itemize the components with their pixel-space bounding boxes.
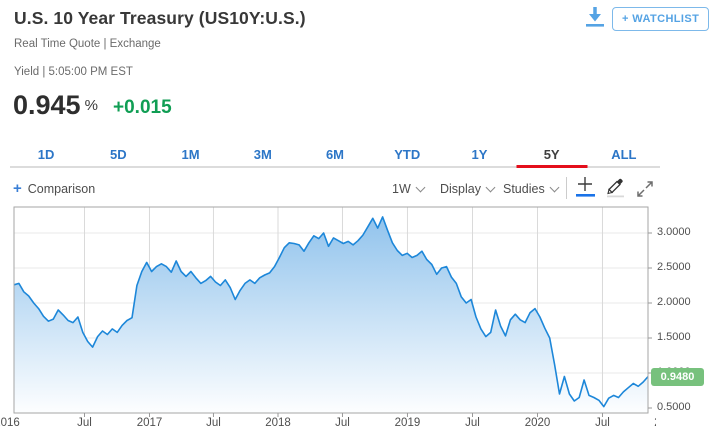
chevron-down-icon xyxy=(415,182,426,193)
x-axis-label: Jul xyxy=(335,417,350,429)
x-axis-label: 2017 xyxy=(136,417,163,429)
x-axis-label: Jul xyxy=(595,417,610,429)
yield-unit: % xyxy=(84,97,98,114)
pencil-icon xyxy=(604,178,627,202)
crosshair-tool-button[interactable] xyxy=(573,174,597,202)
time-range-tabs: 1D 5D 1M 3M 6M YTD 1Y 5Y ALL xyxy=(10,146,660,168)
interval-dropdown[interactable]: 1W xyxy=(392,180,426,198)
add-comparison-button[interactable]: + Comparison xyxy=(13,180,95,198)
plus-icon: + xyxy=(13,180,22,197)
display-label: Display xyxy=(440,182,481,196)
comparison-label: Comparison xyxy=(27,182,96,196)
last-price-badge: 0.9480 xyxy=(651,367,704,386)
fullscreen-button[interactable] xyxy=(633,176,657,204)
tab-3m[interactable]: 3M xyxy=(253,147,272,162)
tab-5d[interactable]: 5D xyxy=(110,147,127,162)
expand-arrows-icon xyxy=(634,180,656,203)
tab-1y[interactable]: 1Y xyxy=(471,147,488,162)
y-axis-label: 3.0000 xyxy=(657,225,691,238)
yield-number: 0.945 xyxy=(13,90,81,120)
interval-label: 1W xyxy=(392,182,411,196)
quote-source-label: Real Time Quote | Exchange xyxy=(14,38,161,50)
add-watchlist-button[interactable]: + WATCHLIST xyxy=(612,7,710,31)
download-button[interactable] xyxy=(582,5,608,33)
chart-area: 2016Jul2017Jul2018Jul2019Jul2020Jul2021 … xyxy=(0,205,710,446)
x-axis-label: 2020 xyxy=(524,417,551,429)
tab-1d[interactable]: 1D xyxy=(37,147,55,162)
y-axis-label: 2.0000 xyxy=(657,295,691,308)
display-dropdown[interactable]: Display xyxy=(440,180,496,198)
draw-tool-button[interactable] xyxy=(603,174,627,202)
chart-toolbar: + Comparison 1W Display Studies xyxy=(0,176,710,204)
y-axis-label: 0.5000 xyxy=(657,401,691,413)
price-chart[interactable] xyxy=(0,205,710,446)
toolbar-divider xyxy=(566,177,567,199)
x-axis-label: Jul xyxy=(206,417,221,429)
x-axis: 2016 Jul 2017 Jul 2018 Jul 2019 Jul 2020 Jul 2021 xyxy=(0,411,656,435)
crosshair-icon xyxy=(574,177,597,202)
download-icon xyxy=(583,7,607,34)
x-axis-label: 2018 xyxy=(265,417,291,429)
x-axis-label: Jul xyxy=(77,417,92,429)
studies-label: Studies xyxy=(503,182,545,196)
tab-5y[interactable]: 5Y xyxy=(516,146,588,166)
page-title: U.S. 10 Year Treasury (US10Y:U.S.) xyxy=(14,8,306,28)
y-axis-label: 2.5000 xyxy=(657,260,691,273)
chevron-down-icon xyxy=(485,182,496,193)
yield-value: 0.945% xyxy=(13,90,98,121)
tab-ytd[interactable]: YTD xyxy=(394,147,421,162)
y-axis-label: 1.5000 xyxy=(657,331,691,343)
quote-time-label: Yield | 5:05:00 PM EST xyxy=(14,66,133,78)
x-axis-label: 2021 xyxy=(654,417,656,429)
x-axis-label: 2019 xyxy=(394,417,421,429)
chevron-down-icon xyxy=(549,182,560,193)
tab-all[interactable]: ALL xyxy=(611,147,637,162)
tab-1m[interactable]: 1M xyxy=(181,147,200,162)
x-axis-label: Jul xyxy=(465,417,480,429)
x-axis-label: 2016 xyxy=(0,417,20,429)
yield-change: +0.015 xyxy=(113,97,172,118)
studies-dropdown[interactable]: Studies xyxy=(503,180,560,198)
tab-6m[interactable]: 6M xyxy=(325,147,345,162)
